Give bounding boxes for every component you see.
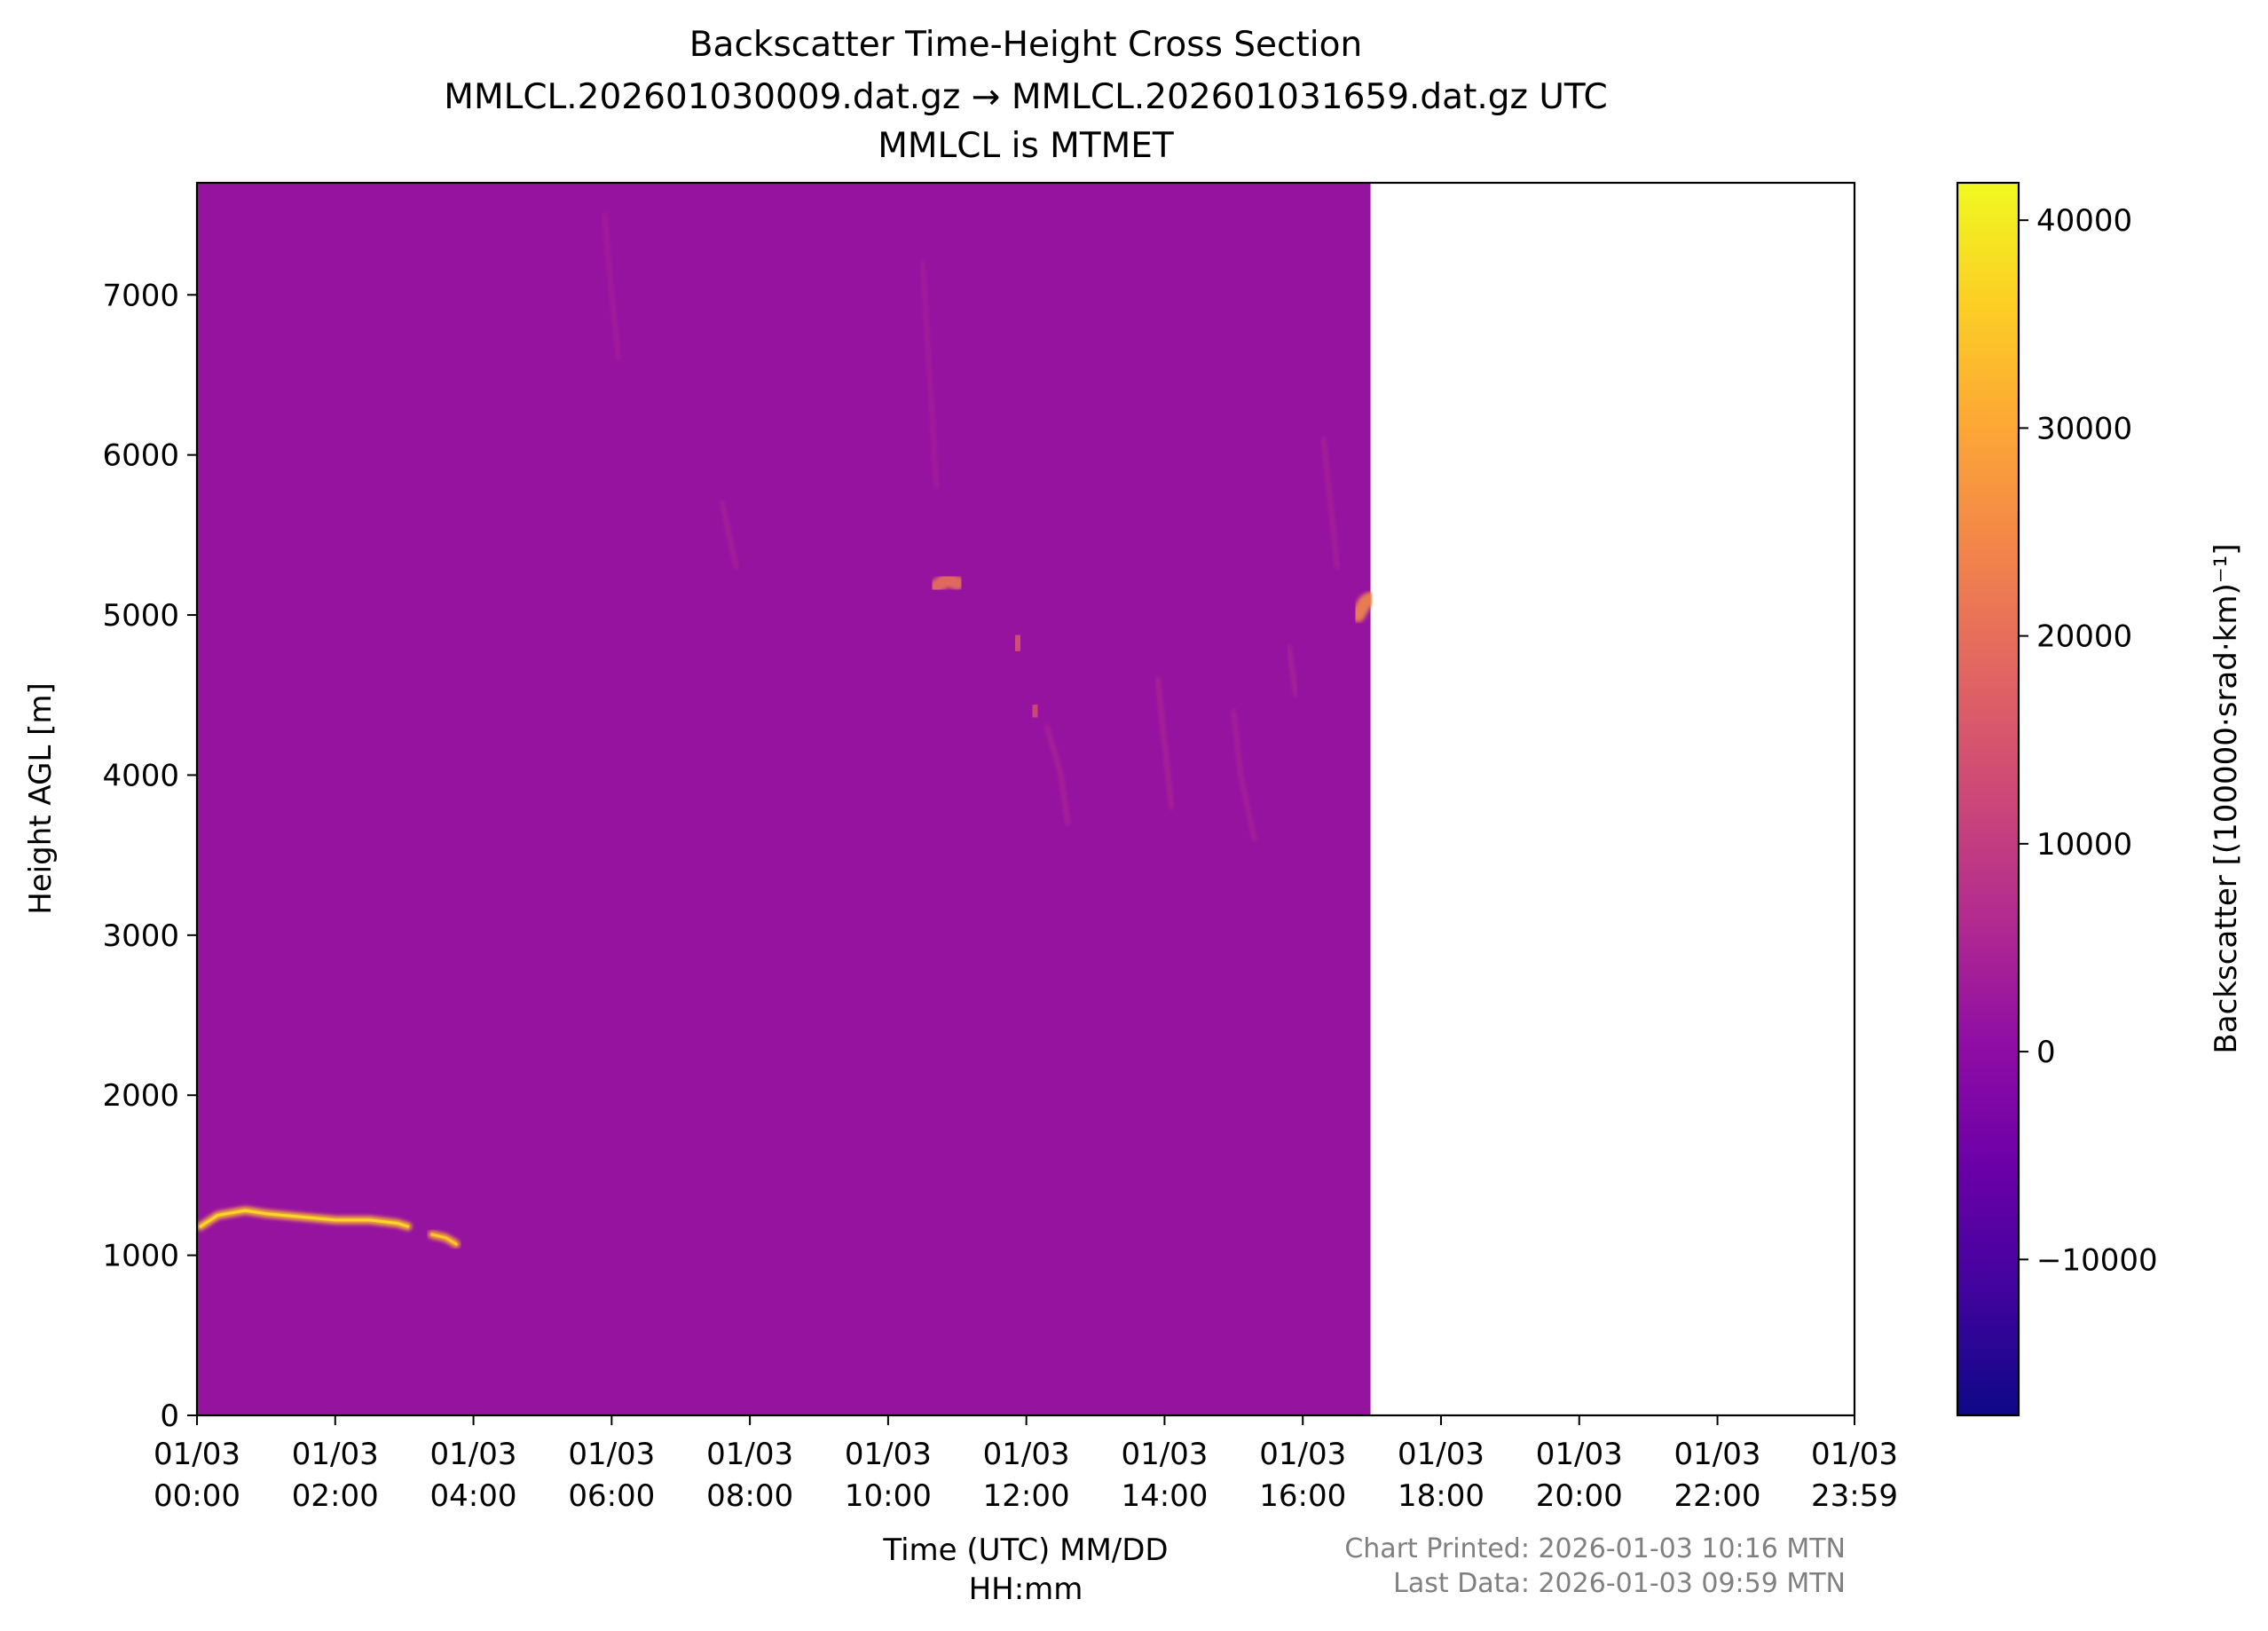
- heatmap-feature-virga-12: [602, 212, 621, 361]
- y-tick-label: 0: [160, 1399, 179, 1434]
- x-tick-label-time: 08:00: [706, 1478, 793, 1514]
- chart-title-line-1: Backscatter Time-Height Cross Section: [689, 25, 1362, 65]
- x-tick-label-time: 00:00: [154, 1478, 240, 1514]
- y-axis-ticks: 0 1000 2000 3000 4000 5000 6000 7000: [102, 278, 197, 1434]
- x-tick-label-date: 01/03: [1536, 1437, 1623, 1472]
- plot-area: [195, 181, 1856, 1417]
- x-tick-label-date: 01/03: [983, 1437, 1070, 1472]
- heatmap-feature-virga-10: [1287, 644, 1298, 697]
- x-tick-label-date: 01/03: [706, 1437, 793, 1472]
- heatmap-feature-virga-6: [720, 500, 738, 570]
- colorbar-tick-label: 30000: [2036, 411, 2132, 446]
- heatmap-feature-cloud-patch-5: [1026, 700, 1044, 721]
- chart-title-line-2: MMLCL.202601030009.dat.gz → MMLCL.202601…: [444, 77, 1607, 117]
- y-axis-label: Height AGL [m]: [23, 682, 59, 915]
- x-tick-label-time: 20:00: [1536, 1478, 1623, 1514]
- x-tick-label-time: 12:00: [983, 1478, 1070, 1514]
- x-tick-label-time: 18:00: [1398, 1478, 1484, 1514]
- y-tick-label: 2000: [102, 1078, 179, 1114]
- heatmap-feature-virga-8: [1155, 676, 1174, 809]
- chart-title-line-3: MMLCL is MTMET: [878, 126, 1174, 166]
- y-tick-label: 3000: [102, 918, 179, 954]
- colorbar-tick-label: −10000: [2036, 1242, 2158, 1278]
- x-tick-label-date: 01/03: [1121, 1437, 1208, 1472]
- x-tick-label-time: 02:00: [292, 1478, 379, 1514]
- colorbar-tick-label: 10000: [2036, 827, 2132, 863]
- x-tick-label-date: 01/03: [1674, 1437, 1761, 1472]
- x-tick-label-time: 04:00: [430, 1478, 517, 1514]
- colorbar-tick-label: 20000: [2036, 619, 2132, 655]
- colorbar-tick-label: 40000: [2036, 203, 2132, 239]
- x-tick-label-time: 06:00: [568, 1478, 655, 1514]
- heatmap-data-region: [197, 183, 1371, 1415]
- heatmap-feature-virga-13: [920, 260, 939, 490]
- x-axis-ticks: 01/03 00:00 01/03 02:00 01/03 04:00 01/03 06:00…: [154, 1415, 1898, 1514]
- heatmap-feature-cloud-patch-3: [1351, 592, 1377, 623]
- heatmap-feature-virga-9: [1231, 708, 1257, 842]
- x-tick-label-date: 01/03: [1398, 1437, 1484, 1472]
- y-tick-label: 5000: [102, 598, 179, 634]
- colorbar-gradient: [1956, 181, 2020, 1417]
- heatmap-feature-virga-11: [1321, 437, 1340, 570]
- x-tick-label-time: 10:00: [845, 1478, 932, 1514]
- colorbar-tick-label: 0: [2036, 1035, 2056, 1070]
- y-tick-label: 7000: [102, 278, 179, 313]
- heatmap-feature-core-0: [199, 1209, 410, 1228]
- x-tick-label-date: 01/03: [568, 1437, 655, 1472]
- x-tick-label-date: 01/03: [845, 1437, 932, 1472]
- y-tick-label: 6000: [102, 438, 179, 474]
- x-tick-label-time: 23:59: [1811, 1478, 1898, 1514]
- x-tick-label-date: 01/03: [430, 1437, 517, 1472]
- x-axis-label-line-2: HH:mm: [969, 1572, 1083, 1607]
- heatmap-layer: [197, 183, 1377, 1415]
- x-tick-label-date: 01/03: [154, 1437, 240, 1472]
- heatmap-feature-virga-7: [1044, 724, 1070, 826]
- chart-printed-note: Chart Printed: 2026-01-03 10:16 MTN: [1344, 1533, 1846, 1564]
- x-tick-label-time: 14:00: [1121, 1478, 1208, 1514]
- heatmap-feature-cloud-patch-4: [1009, 632, 1027, 655]
- heatmap-feature-cloud-patch-2: [929, 572, 965, 594]
- heatmap-feature-core-1: [430, 1233, 458, 1246]
- x-tick-label-date: 01/03: [1811, 1437, 1898, 1472]
- colorbar-label: Backscatter [(100000·srad·km)⁻¹]: [2209, 543, 2244, 1053]
- x-tick-label-date: 01/03: [292, 1437, 379, 1472]
- y-tick-label: 1000: [102, 1239, 179, 1274]
- x-tick-label-time: 16:00: [1259, 1478, 1346, 1514]
- x-axis-label-line-1: Time (UTC) MM/DD: [882, 1533, 1168, 1568]
- x-tick-label-time: 22:00: [1674, 1478, 1761, 1514]
- x-tick-label-date: 01/03: [1259, 1437, 1346, 1472]
- colorbar: −10000 0 10000 20000 30000 40000 Backscatter …: [1956, 181, 2244, 1417]
- last-data-note: Last Data: 2026-01-03 09:59 MTN: [1393, 1568, 1846, 1599]
- colorbar-ticks: −10000 0 10000 20000 30000 40000: [2019, 203, 2158, 1278]
- y-tick-label: 4000: [102, 758, 179, 793]
